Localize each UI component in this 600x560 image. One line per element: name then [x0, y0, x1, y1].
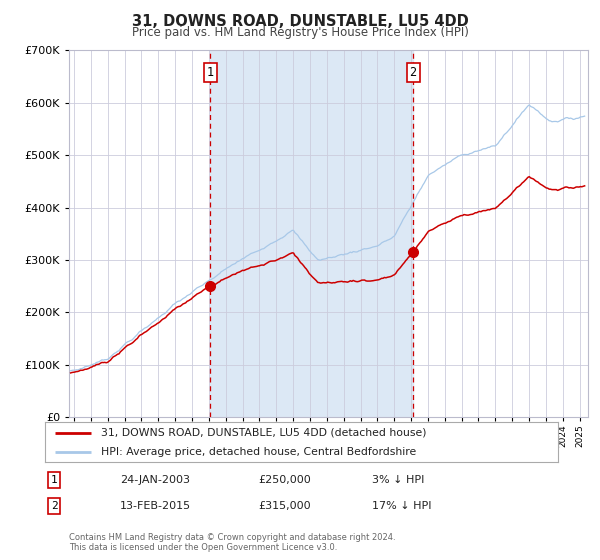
Text: 1: 1	[50, 475, 58, 485]
Bar	[210, 50, 413, 417]
Text: 24-JAN-2003: 24-JAN-2003	[120, 475, 190, 485]
Text: 31, DOWNS ROAD, DUNSTABLE, LU5 4DD (detached house): 31, DOWNS ROAD, DUNSTABLE, LU5 4DD (deta…	[101, 428, 427, 438]
Text: 2: 2	[50, 501, 58, 511]
Text: 3% ↓ HPI: 3% ↓ HPI	[372, 475, 424, 485]
Text: £250,000: £250,000	[258, 475, 311, 485]
Text: £315,000: £315,000	[258, 501, 311, 511]
Text: 17% ↓ HPI: 17% ↓ HPI	[372, 501, 431, 511]
Text: Contains HM Land Registry data © Crown copyright and database right 2024.: Contains HM Land Registry data © Crown c…	[69, 533, 395, 542]
Text: 2: 2	[410, 66, 416, 79]
Text: This data is licensed under the Open Government Licence v3.0.: This data is licensed under the Open Gov…	[69, 543, 337, 552]
Text: HPI: Average price, detached house, Central Bedfordshire: HPI: Average price, detached house, Cent…	[101, 447, 416, 457]
Text: 13-FEB-2015: 13-FEB-2015	[120, 501, 191, 511]
Text: Price paid vs. HM Land Registry's House Price Index (HPI): Price paid vs. HM Land Registry's House …	[131, 26, 469, 39]
Text: 1: 1	[206, 66, 214, 79]
Text: 31, DOWNS ROAD, DUNSTABLE, LU5 4DD: 31, DOWNS ROAD, DUNSTABLE, LU5 4DD	[131, 14, 469, 29]
